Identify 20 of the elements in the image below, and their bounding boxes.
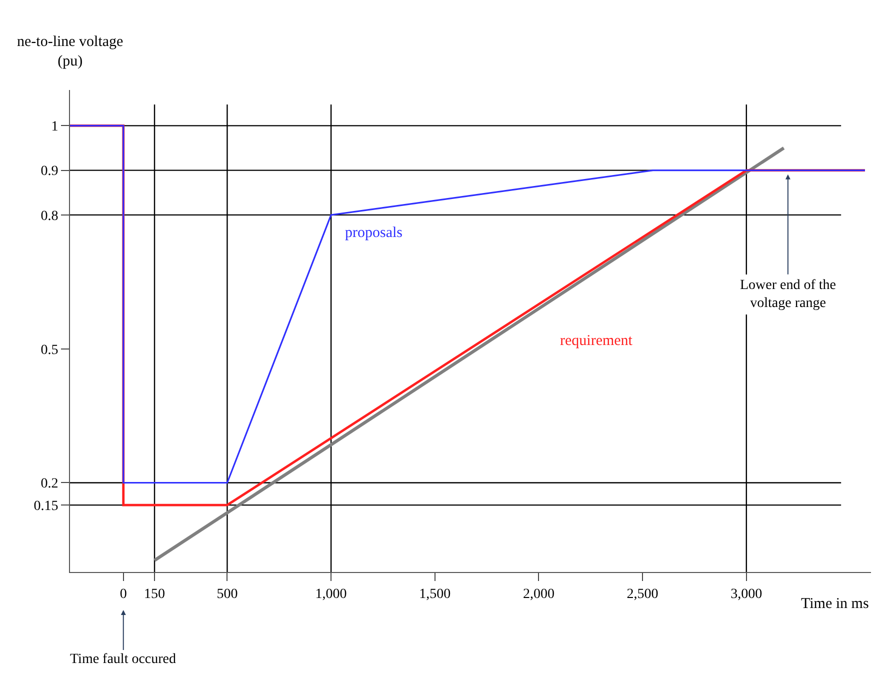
x-tick-label: 150 [144,586,166,602]
y-tick-label: 0.5 [40,342,58,358]
x-axis-title: Time in ms [801,596,869,612]
y-tick-label: 0.15 [34,498,58,514]
y-tick-label: 0.8 [40,208,58,224]
x-tick-label: 1,500 [419,586,451,602]
x-tick-label: 2,000 [522,586,554,602]
y-axis-title: ne-to-line voltage (pu) [17,34,124,70]
text: Time fault occured [70,652,176,667]
x-tick-label: 3,000 [730,586,762,602]
text: requirement [560,333,634,349]
y-tick-label: 0.2 [40,476,58,492]
x-tick-label: 2,500 [626,586,658,602]
y-tick-label: 0.9 [40,164,58,180]
x-tick-label: 1,000 [315,586,347,602]
x-tick-label: 500 [216,586,238,602]
x-tick-label: 0 [120,586,127,602]
series-label: proposals [345,225,403,241]
y-tick-label: 1 [51,120,58,135]
annotation: Lower end of the voltage range [740,278,836,312]
